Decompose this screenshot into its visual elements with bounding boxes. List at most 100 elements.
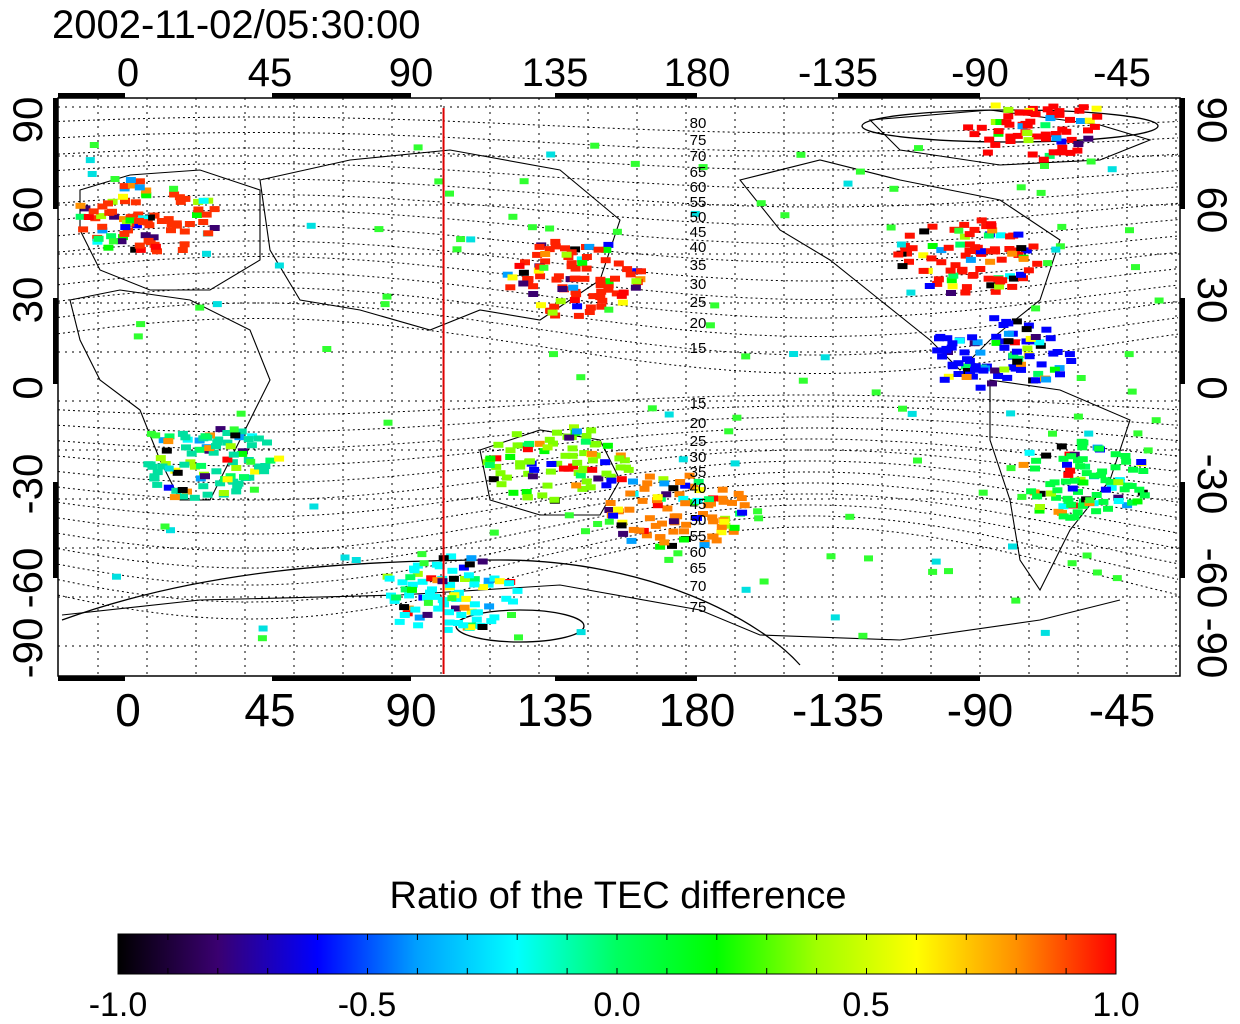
- tec-pixel: [1127, 388, 1137, 395]
- tec-pixel: [550, 238, 561, 245]
- tec-pixel: [625, 271, 636, 278]
- contour-label: 80: [690, 115, 707, 132]
- tec-pixel: [446, 553, 457, 560]
- tec-pixel: [1030, 377, 1041, 384]
- tec-pixel: [1017, 493, 1027, 500]
- tec-pixel: [1035, 504, 1045, 510]
- tec-pixel: [927, 223, 938, 230]
- tec-pixel: [604, 306, 614, 313]
- tec-pixel: [459, 604, 470, 611]
- tec-pixel: [119, 230, 130, 237]
- tec-pixel: [662, 505, 673, 512]
- tec-pixel: [976, 217, 987, 224]
- tec-pixel: [508, 598, 518, 605]
- tec-pixel: [1138, 468, 1149, 474]
- tec-pixel: [422, 594, 432, 601]
- tec-pixel: [1078, 104, 1089, 111]
- tec-pixel: [166, 227, 176, 234]
- colorbar-tick-label: -1.0: [89, 986, 148, 1024]
- tec-pixel: [960, 289, 971, 296]
- tec-pixel: [186, 450, 197, 457]
- tec-pixel: [489, 529, 499, 536]
- tec-pixel: [563, 465, 574, 472]
- tec-pixel: [204, 445, 215, 452]
- tec-pixel: [613, 506, 623, 513]
- tec-pixel: [1098, 498, 1109, 505]
- tec-pixel: [694, 487, 705, 494]
- tec-pixel: [1051, 135, 1062, 142]
- top-tick: -45: [1093, 51, 1151, 95]
- tec-pixel: [1074, 107, 1085, 114]
- antarctica-outline: [61, 584, 1121, 641]
- tec-pixel: [933, 276, 944, 283]
- tec-pixel: [507, 612, 516, 618]
- tec-pixel: [956, 268, 967, 275]
- tec-pixel: [1022, 109, 1033, 116]
- tec-pixel: [628, 526, 639, 533]
- tec-pixel: [1034, 507, 1045, 514]
- tec-pixel: [1024, 449, 1035, 456]
- tec-pixel: [546, 461, 557, 467]
- tec-pixel: [460, 576, 470, 582]
- right-tick: -60: [1189, 548, 1236, 609]
- tec-pixel: [907, 410, 917, 417]
- tec-pixel: [576, 629, 586, 636]
- tec-pixel: [106, 233, 117, 240]
- tec-pixel: [628, 478, 638, 485]
- tec-pixel: [904, 232, 915, 239]
- tec-pixel: [309, 503, 319, 510]
- tec-pixel: [581, 433, 592, 439]
- top-tick: 180: [664, 51, 731, 95]
- tec-pixel: [534, 243, 545, 250]
- tec-pixel: [209, 206, 220, 213]
- tec-pixel: [515, 460, 526, 467]
- tec-pixel: [549, 303, 560, 310]
- tec-pixel: [571, 291, 582, 298]
- tec-pixel: [698, 511, 708, 517]
- tec-pixel: [118, 234, 128, 241]
- contour-labels-north: 80 75 70 65 60 55 50 45 40 35 30 25 20 1…: [690, 115, 707, 357]
- tec-pixel: [737, 509, 748, 516]
- tec-pixel: [1007, 250, 1018, 257]
- tec-pixel: [1083, 135, 1094, 142]
- tec-pixel: [595, 294, 606, 301]
- contour-line: [57, 271, 1179, 319]
- tec-pixel: [1112, 575, 1122, 582]
- tec-pixel: [542, 444, 553, 451]
- tec-pixel: [1067, 485, 1078, 492]
- tec-pixel: [679, 536, 689, 543]
- axis-bar: [1180, 482, 1185, 578]
- tec-pixel: [564, 434, 575, 441]
- top-tick: -90: [951, 51, 1009, 95]
- tec-pixel: [1018, 255, 1029, 262]
- tec-pixel: [946, 290, 956, 296]
- tec-pixel: [89, 142, 99, 148]
- tec-pixel: [524, 458, 535, 465]
- tec-pixel: [955, 241, 966, 248]
- tec-pixel: [595, 282, 606, 289]
- tec-pixel: [1034, 339, 1045, 346]
- tec-pixel: [931, 558, 941, 565]
- tec-pixel: [960, 252, 971, 259]
- tec-pixel: [571, 482, 582, 489]
- tec-pixel: [661, 491, 672, 498]
- tec-pixel: [237, 450, 248, 457]
- axis-bar: [58, 93, 125, 98]
- tec-pixel: [924, 283, 935, 289]
- tec-pixel: [639, 485, 650, 492]
- bottom-tick: 135: [517, 684, 594, 736]
- tec-pixel: [560, 245, 570, 252]
- tec-pixel: [177, 247, 188, 253]
- tec-pixel: [939, 376, 950, 383]
- tec-pixel: [380, 301, 390, 308]
- tec-pixel: [944, 568, 953, 575]
- tec-pixel: [246, 442, 257, 449]
- tec-pixel: [466, 555, 477, 562]
- colorbar-tick-label: 0.0: [593, 986, 640, 1024]
- tec-pixel: [736, 495, 747, 502]
- tec-pixel: [189, 463, 200, 470]
- tec-pixel: [914, 145, 923, 152]
- tec-pixel: [514, 262, 525, 269]
- tec-pixel: [947, 340, 958, 347]
- tec-pixel: [1106, 484, 1117, 491]
